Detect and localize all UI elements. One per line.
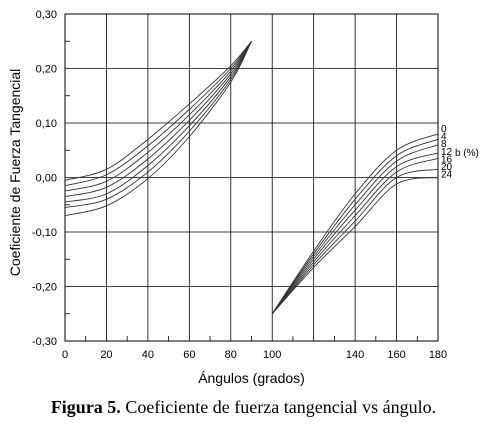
legend-label-12: 12 <box>441 147 453 158</box>
series-line-0-right <box>271 133 439 314</box>
caption-label: Figura 5. <box>50 397 121 417</box>
y-tick-label: 0,30 <box>36 9 57 21</box>
x-tick-label: 100 <box>263 349 281 361</box>
y-tick-label: 0,00 <box>36 173 57 185</box>
series-4 <box>64 40 439 315</box>
series-lines <box>64 40 439 315</box>
series-line-16-right <box>271 157 439 315</box>
series-line-16-left <box>64 41 252 203</box>
series-12 <box>64 41 439 315</box>
series-line-12-right <box>271 152 439 315</box>
y-tick-label: 0,20 <box>36 64 57 76</box>
x-axis-title: Ángulos (grados) <box>198 370 305 386</box>
x-tick-label: 0 <box>62 349 68 361</box>
series-line-4-right <box>271 138 439 315</box>
legend-label-20: 20 <box>441 162 453 173</box>
x-tick-label: 160 <box>387 349 405 361</box>
x-tick-label: 60 <box>183 349 195 361</box>
series-line-4-left <box>64 40 252 187</box>
y-tick-label: -0,20 <box>32 282 57 294</box>
y-tick-labels: -0,30 -0,20 -0,10 0,00 0,10 0,20 0,30 <box>32 9 57 348</box>
series-20 <box>64 41 439 315</box>
x-tick-label: 180 <box>429 349 447 361</box>
y-tick-label: -0,30 <box>32 336 57 348</box>
legend-title: b (%) <box>455 148 479 159</box>
legend-label-24: 24 <box>441 170 453 181</box>
legend-label-16: 16 <box>441 154 453 165</box>
series-line-24-right <box>271 177 439 315</box>
series-line-24-left <box>64 41 252 217</box>
x-tick-label: 140 <box>346 349 364 361</box>
series-line-12-left <box>64 41 252 198</box>
series-0 <box>64 40 439 314</box>
series-line-8-right <box>271 144 439 315</box>
grid <box>65 14 438 341</box>
x-tick-labels: 0 20 40 60 80 100 140 160 180 <box>62 349 447 361</box>
caption-text: Coeficiente de fuerza tangencial vs ángu… <box>120 397 437 417</box>
x-tick-label: 20 <box>100 349 112 361</box>
series-line-20-right <box>271 168 439 315</box>
figure-caption: Figura 5. Coeficiente de fuerza tangenci… <box>0 397 487 418</box>
legend-label-4: 4 <box>441 132 447 143</box>
series-24 <box>64 41 439 315</box>
minor-ticks <box>65 40 418 341</box>
y-tick-label: -0,10 <box>32 227 57 239</box>
series-line-8-left <box>64 40 252 192</box>
series-8 <box>64 40 439 315</box>
chart: 0 20 40 60 80 100 140 160 180 -0,30-0,20-0,100,0… <box>7 9 479 386</box>
series-16 <box>64 41 439 315</box>
y-tick-label: 0,10 <box>36 118 57 130</box>
y-axis-title: Coeficiente de Fuerza Tangencial <box>7 69 23 277</box>
series-line-0-left <box>64 40 252 181</box>
x-tick-label: 40 <box>142 349 154 361</box>
series-line-20-left <box>64 41 252 208</box>
legend-label-8: 8 <box>441 139 447 150</box>
legend-label-0: 0 <box>441 124 447 135</box>
x-tick-label: 80 <box>225 349 237 361</box>
